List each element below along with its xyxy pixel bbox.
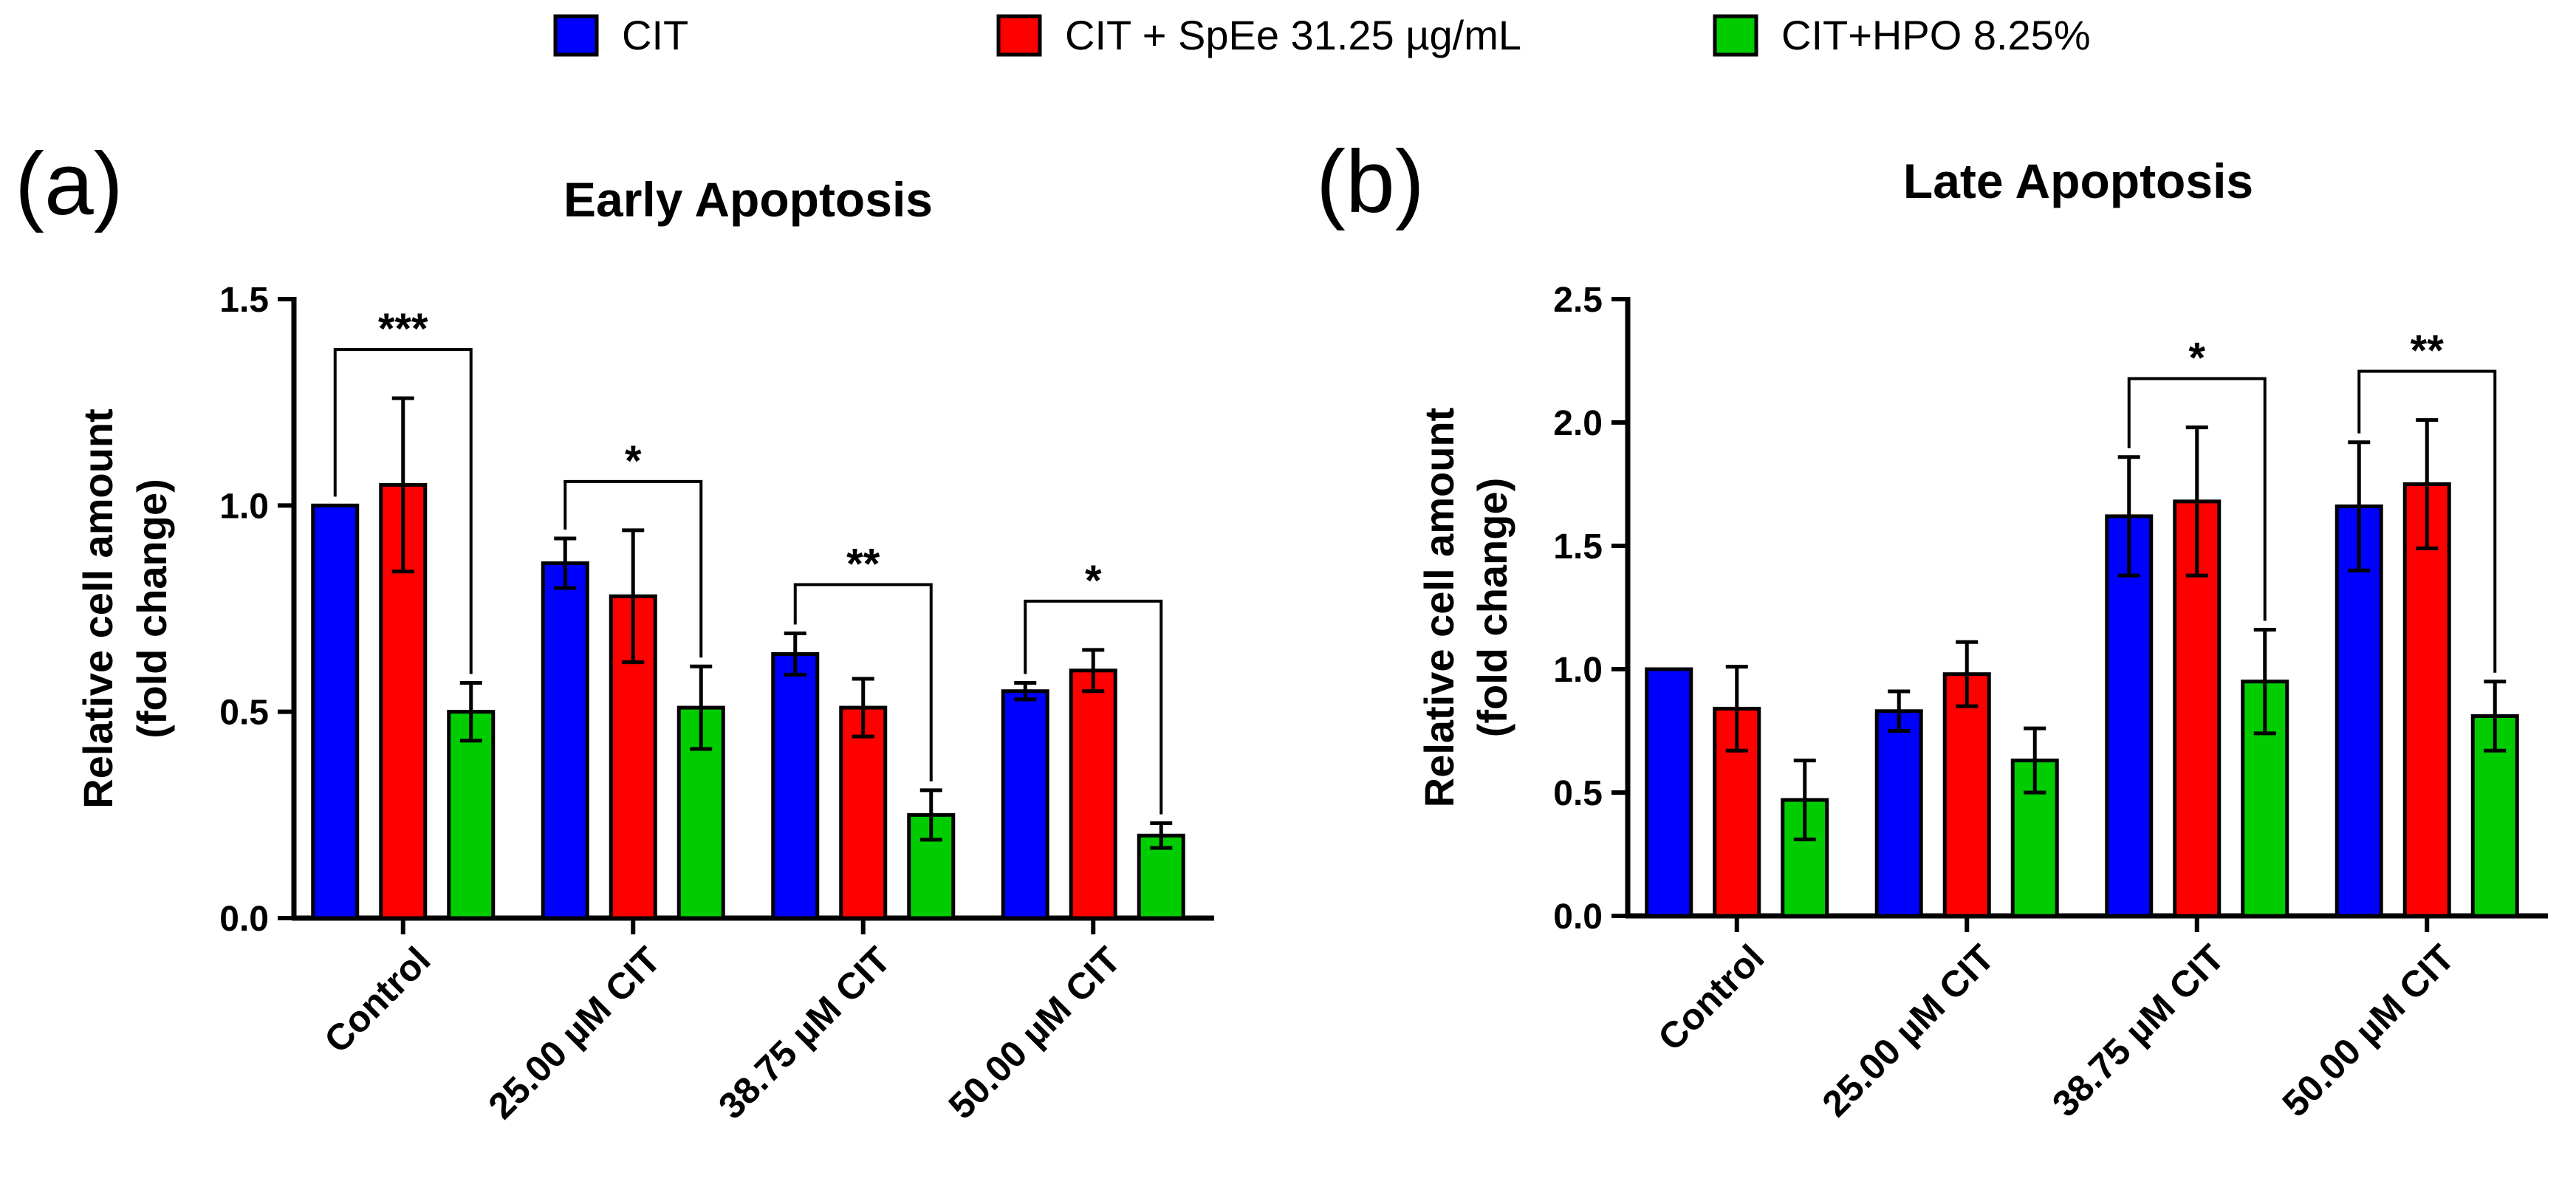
x-tick-label: 25.00 µM CIT [481, 939, 668, 1126]
legend-item: CIT + SpEe 31.25 µg/mL [996, 12, 1521, 58]
x-tick-label: 38.75 µM CIT [2044, 937, 2232, 1124]
significance-label: *** [378, 305, 428, 353]
panel-label: (a) [15, 134, 123, 233]
legend-item: CIT+HPO 8.25% [1713, 12, 2091, 58]
bar [2105, 514, 2154, 918]
bar [1645, 667, 1693, 918]
legend-label: CIT [622, 12, 688, 58]
legend: CIT CIT + SpEe 31.25 µg/mL CIT+HPO 8.25% [553, 12, 2091, 58]
legend-label: CIT + SpEe 31.25 µg/mL [1065, 12, 1521, 58]
legend-swatch [1713, 14, 1758, 57]
y-tick-label: 0.5 [219, 694, 269, 733]
significance-bracket [564, 479, 703, 658]
significance-label: * [1085, 557, 1102, 605]
chart-title: Late Apoptosis [1903, 154, 2253, 208]
legend-item: CIT [553, 12, 688, 58]
bar [2470, 714, 2519, 918]
bar [1874, 709, 1923, 918]
y-axis-label-unit: (fold change) [129, 479, 175, 739]
x-tick-label: 38.75 µM CIT [710, 939, 898, 1126]
x-tick-label: Control [316, 939, 438, 1061]
y-axis-label: Relative cell amount [1416, 408, 1462, 808]
y-axis-label-unit: (fold change) [1469, 478, 1515, 738]
bar [311, 503, 360, 920]
legend-swatch [553, 14, 599, 57]
panel-label: (b) [1316, 132, 1425, 231]
significance-label: ** [846, 541, 880, 589]
legend-label: CIT+HPO 8.25% [1781, 12, 2091, 58]
bar [839, 705, 888, 920]
bar [609, 594, 657, 920]
significance-label: ** [2411, 327, 2445, 375]
y-tick-label: 0.0 [1553, 897, 1603, 937]
y-tick-label: 1.5 [1553, 527, 1603, 567]
y-axis-label: Relative cell amount [75, 408, 121, 809]
significance-bracket [793, 583, 933, 781]
bar [1001, 689, 1049, 920]
legend-swatch [996, 14, 1042, 57]
y-tick-label: 0.0 [219, 900, 269, 939]
bar [1942, 672, 1991, 918]
significance-bracket [2357, 369, 2497, 673]
significance-bracket [333, 348, 473, 674]
significance-bracket [2127, 377, 2267, 621]
significance-label: * [625, 437, 642, 485]
y-tick-label: 2.0 [1553, 404, 1603, 443]
bar [447, 710, 496, 920]
bar [541, 561, 589, 920]
y-tick-label: 2.5 [1553, 281, 1603, 320]
y-tick-label: 1.5 [219, 281, 269, 320]
y-tick-label: 1.0 [1553, 651, 1603, 690]
bar [1069, 668, 1117, 920]
bar [771, 651, 820, 920]
y-tick-label: 0.5 [1553, 774, 1603, 813]
y-tick-label: 1.0 [219, 487, 269, 526]
x-tick-label: 50.00 µM CIT [941, 939, 1128, 1126]
significance-label: * [2188, 335, 2205, 383]
panel-early-apoptosis: (a) Early Apoptosis Relative cell amount (f… [15, 134, 1214, 1127]
significance-bracket [1024, 599, 1163, 815]
panel-late-apoptosis: (b) Late Apoptosis Relative cell amount (fo… [1316, 132, 2548, 1125]
x-tick-label: 25.00 µM CIT [1815, 937, 2002, 1124]
x-tick-label: 50.00 µM CIT [2275, 937, 2462, 1124]
chart-title: Early Apoptosis [564, 172, 933, 227]
x-tick-label: Control [1650, 937, 1772, 1058]
